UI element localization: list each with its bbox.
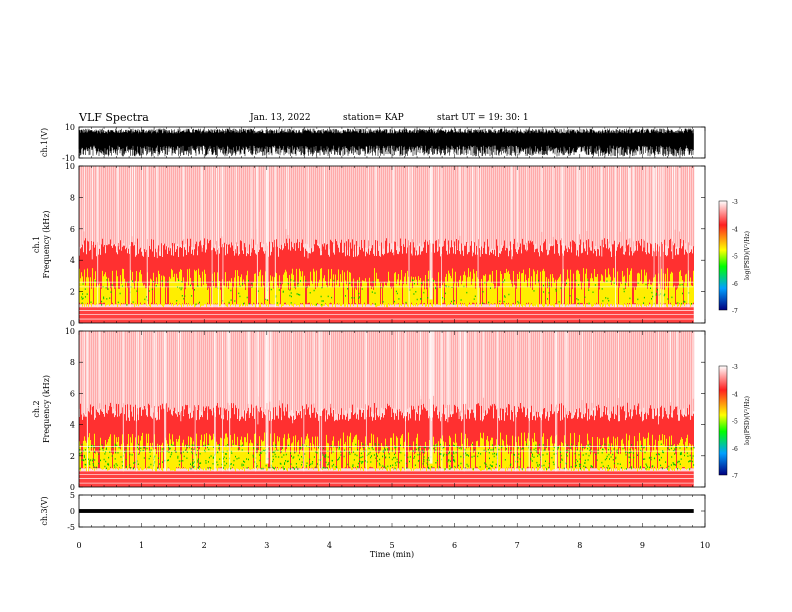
time-axis-tick: 10: [700, 541, 710, 550]
station-label: station= KAP: [343, 113, 404, 123]
ch1-waveform-ytick: 10: [65, 123, 75, 132]
ch1-waveform-ylabel: ch.1(V): [40, 128, 49, 157]
ch3-waveform-ytick: 0: [70, 507, 75, 516]
ch1-spectrogram-colorbar: [718, 200, 728, 311]
ch2-spectrogram-colorbar-tick: -7: [732, 473, 738, 480]
figure-title: VLF Spectra: [79, 111, 149, 124]
time-axis-tick: 1: [139, 541, 144, 550]
time-axis-tick: 0: [76, 541, 81, 550]
ch3-waveform-ytick: 5: [70, 491, 75, 500]
ch2-spectrogram-colorbar-tick: -3: [732, 364, 738, 371]
ch2-spectrogram-ytick: 8: [70, 358, 75, 367]
ch2-spectrogram-gap-1: [429, 331, 433, 464]
time-axis-tick: 8: [577, 541, 582, 550]
ch2-spectrogram-yellow-band: [79, 432, 694, 472]
time-axis-label: Time (min): [370, 550, 414, 559]
ch2-spectrogram-gap-0: [265, 331, 269, 464]
ch2-spectrogram-plot: [79, 331, 728, 487]
date-label: Jan. 13, 2022: [250, 113, 311, 123]
ch1-trace: [78, 128, 694, 157]
ch2-spectrogram-ylabel: ch.2: [32, 400, 41, 417]
ch2-spectrogram-colorbar-tick: -5: [732, 419, 738, 426]
ch2-spectrogram-colorbar: [718, 365, 728, 476]
time-axis-tick: 9: [640, 541, 645, 550]
ch1-spectrogram-yellow-band: [79, 268, 694, 308]
ch1-spectrogram-low-band: [79, 307, 694, 323]
time-axis-tick: 3: [264, 541, 269, 550]
ch1-spectrogram-ytick: 0: [70, 319, 75, 328]
ch2-spectrogram-colorbar-tick: -6: [732, 446, 738, 453]
ch1-spectrogram-ytick: 4: [70, 256, 75, 265]
ch2-spectrogram-colorbar-tick: -4: [732, 391, 738, 398]
ch1-spectrogram-plot: [79, 166, 728, 323]
ch1-spectrogram-colorbar-tick: -5: [732, 254, 738, 261]
ch1-spectrogram-colorbar-tick: -6: [732, 281, 738, 288]
ch3-waveform-ytick: -5: [67, 523, 75, 532]
time-axis-tick: 4: [327, 541, 332, 550]
ch1-spectrogram-ylabel: Frequency (kHz): [42, 210, 51, 278]
time-axis-tick: 2: [202, 541, 207, 550]
ch1-spectrogram-gap-1: [429, 166, 433, 300]
ch1-spectrogram-colorbar-tick: -3: [732, 199, 738, 206]
ch1-waveform-ytick: -10: [62, 154, 75, 163]
ch1-spectrogram-ytick: 2: [70, 288, 75, 297]
ch2-spectrogram-ytick: 6: [70, 389, 75, 398]
time-axis-tick: 7: [515, 541, 520, 550]
ch1-spectrogram-ytick: 10: [65, 162, 75, 171]
ch2-spectrogram-ytick: 10: [65, 327, 75, 336]
ch1-spectrogram-colorbar-tick: -7: [732, 308, 738, 315]
ch2-spectrogram-ytick: 4: [70, 421, 75, 430]
ch1-spectrogram-white-streaks: [83, 166, 689, 308]
ch2-spectrogram-upper-band: [79, 331, 695, 417]
ch1-spectrogram-gap-0: [265, 166, 269, 300]
ch1-spectrogram-ytick: 8: [70, 193, 75, 202]
ch3-trace: [79, 509, 694, 513]
start-time-label: start UT = 19: 30: 1: [437, 113, 529, 123]
ch2-spectrogram-colorbar-label: log(PSD)(V²/Hz): [744, 396, 751, 445]
ch1-spectrogram-colorbar-label: log(PSD)(V²/Hz): [744, 231, 751, 280]
ch1-waveform-plot: [78, 128, 694, 157]
ch1-spectrogram-ytick: 6: [70, 225, 75, 234]
ch2-spectrogram-ytick: 0: [70, 483, 75, 492]
ch1-spectrogram-colorbar-tick: -4: [732, 226, 738, 233]
ch2-spectrogram-ylabel: Frequency (kHz): [42, 375, 51, 443]
ch1-spectrogram-ylabel: ch.1: [32, 236, 41, 253]
ch2-spectrogram-ytick: 2: [70, 452, 75, 461]
time-axis-tick: 5: [389, 541, 394, 550]
ch2-spectrogram-white-streaks: [83, 331, 694, 472]
ch3-waveform-ylabel: ch.3(V): [40, 496, 49, 525]
time-axis-tick: 6: [452, 541, 457, 550]
ch2-spectrogram-low-band: [79, 471, 694, 487]
